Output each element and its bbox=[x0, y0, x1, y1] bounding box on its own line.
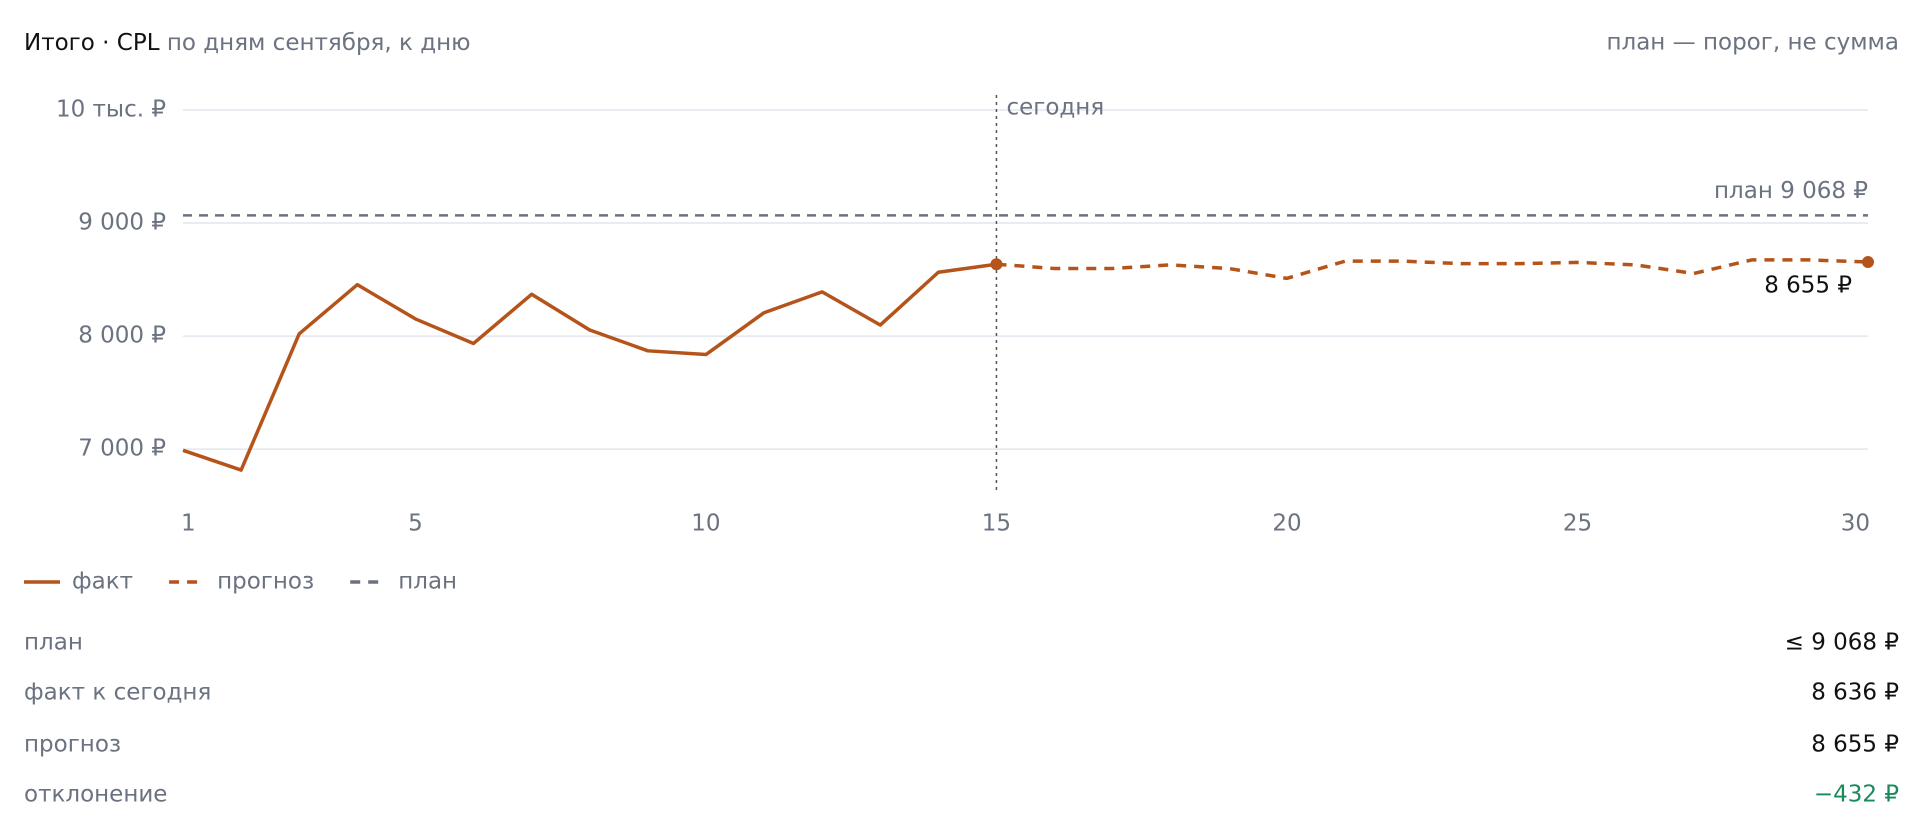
y-tick-label: 8 000 ₽ bbox=[78, 323, 166, 349]
summary-label: прогноз bbox=[24, 732, 121, 758]
legend-label: факт bbox=[72, 569, 133, 595]
x-tick-label: 30 bbox=[1841, 511, 1870, 537]
chart-subtitle: по дням сентября, к дню bbox=[167, 30, 471, 56]
legend-label: прогноз bbox=[217, 569, 314, 595]
summary-value: ≤ 9 068 ₽ bbox=[1785, 630, 1899, 656]
x-tick-label: 20 bbox=[1272, 511, 1301, 537]
x-tick-label: 15 bbox=[982, 511, 1011, 537]
series-line bbox=[182, 262, 997, 472]
summary-label: отклонение bbox=[24, 782, 167, 808]
chart-header: Итого · CPL по дням сентября, к дню bbox=[24, 30, 471, 56]
chart-title: Итого · CPL bbox=[24, 30, 160, 56]
x-tick-label: 10 bbox=[691, 511, 720, 537]
today-label: сегодня bbox=[1006, 95, 1104, 121]
y-tick-label: 7 000 ₽ bbox=[78, 436, 166, 462]
y-tick-label: 9 000 ₽ bbox=[78, 210, 166, 236]
summary-label: план bbox=[24, 630, 83, 656]
summary-label: факт к сегодня bbox=[24, 680, 211, 706]
summary-value: 8 655 ₽ bbox=[1811, 732, 1899, 758]
summary-value: 8 636 ₽ bbox=[1811, 680, 1899, 706]
x-tick-label: 1 bbox=[181, 511, 196, 537]
end-point bbox=[1862, 256, 1874, 269]
legend-label: план bbox=[398, 569, 457, 595]
summary-value: −432 ₽ bbox=[1814, 782, 1899, 808]
series-line bbox=[996, 258, 1869, 281]
value-label: 8 655 ₽ bbox=[1764, 273, 1852, 299]
plan-label: план 9 068 ₽ bbox=[1714, 178, 1868, 204]
y-tick-label: 10 тыс. ₽ bbox=[56, 97, 166, 123]
x-tick-label: 5 bbox=[408, 511, 423, 537]
chart-note: план — порог, не сумма bbox=[1606, 30, 1899, 56]
x-tick-label: 25 bbox=[1563, 511, 1592, 537]
